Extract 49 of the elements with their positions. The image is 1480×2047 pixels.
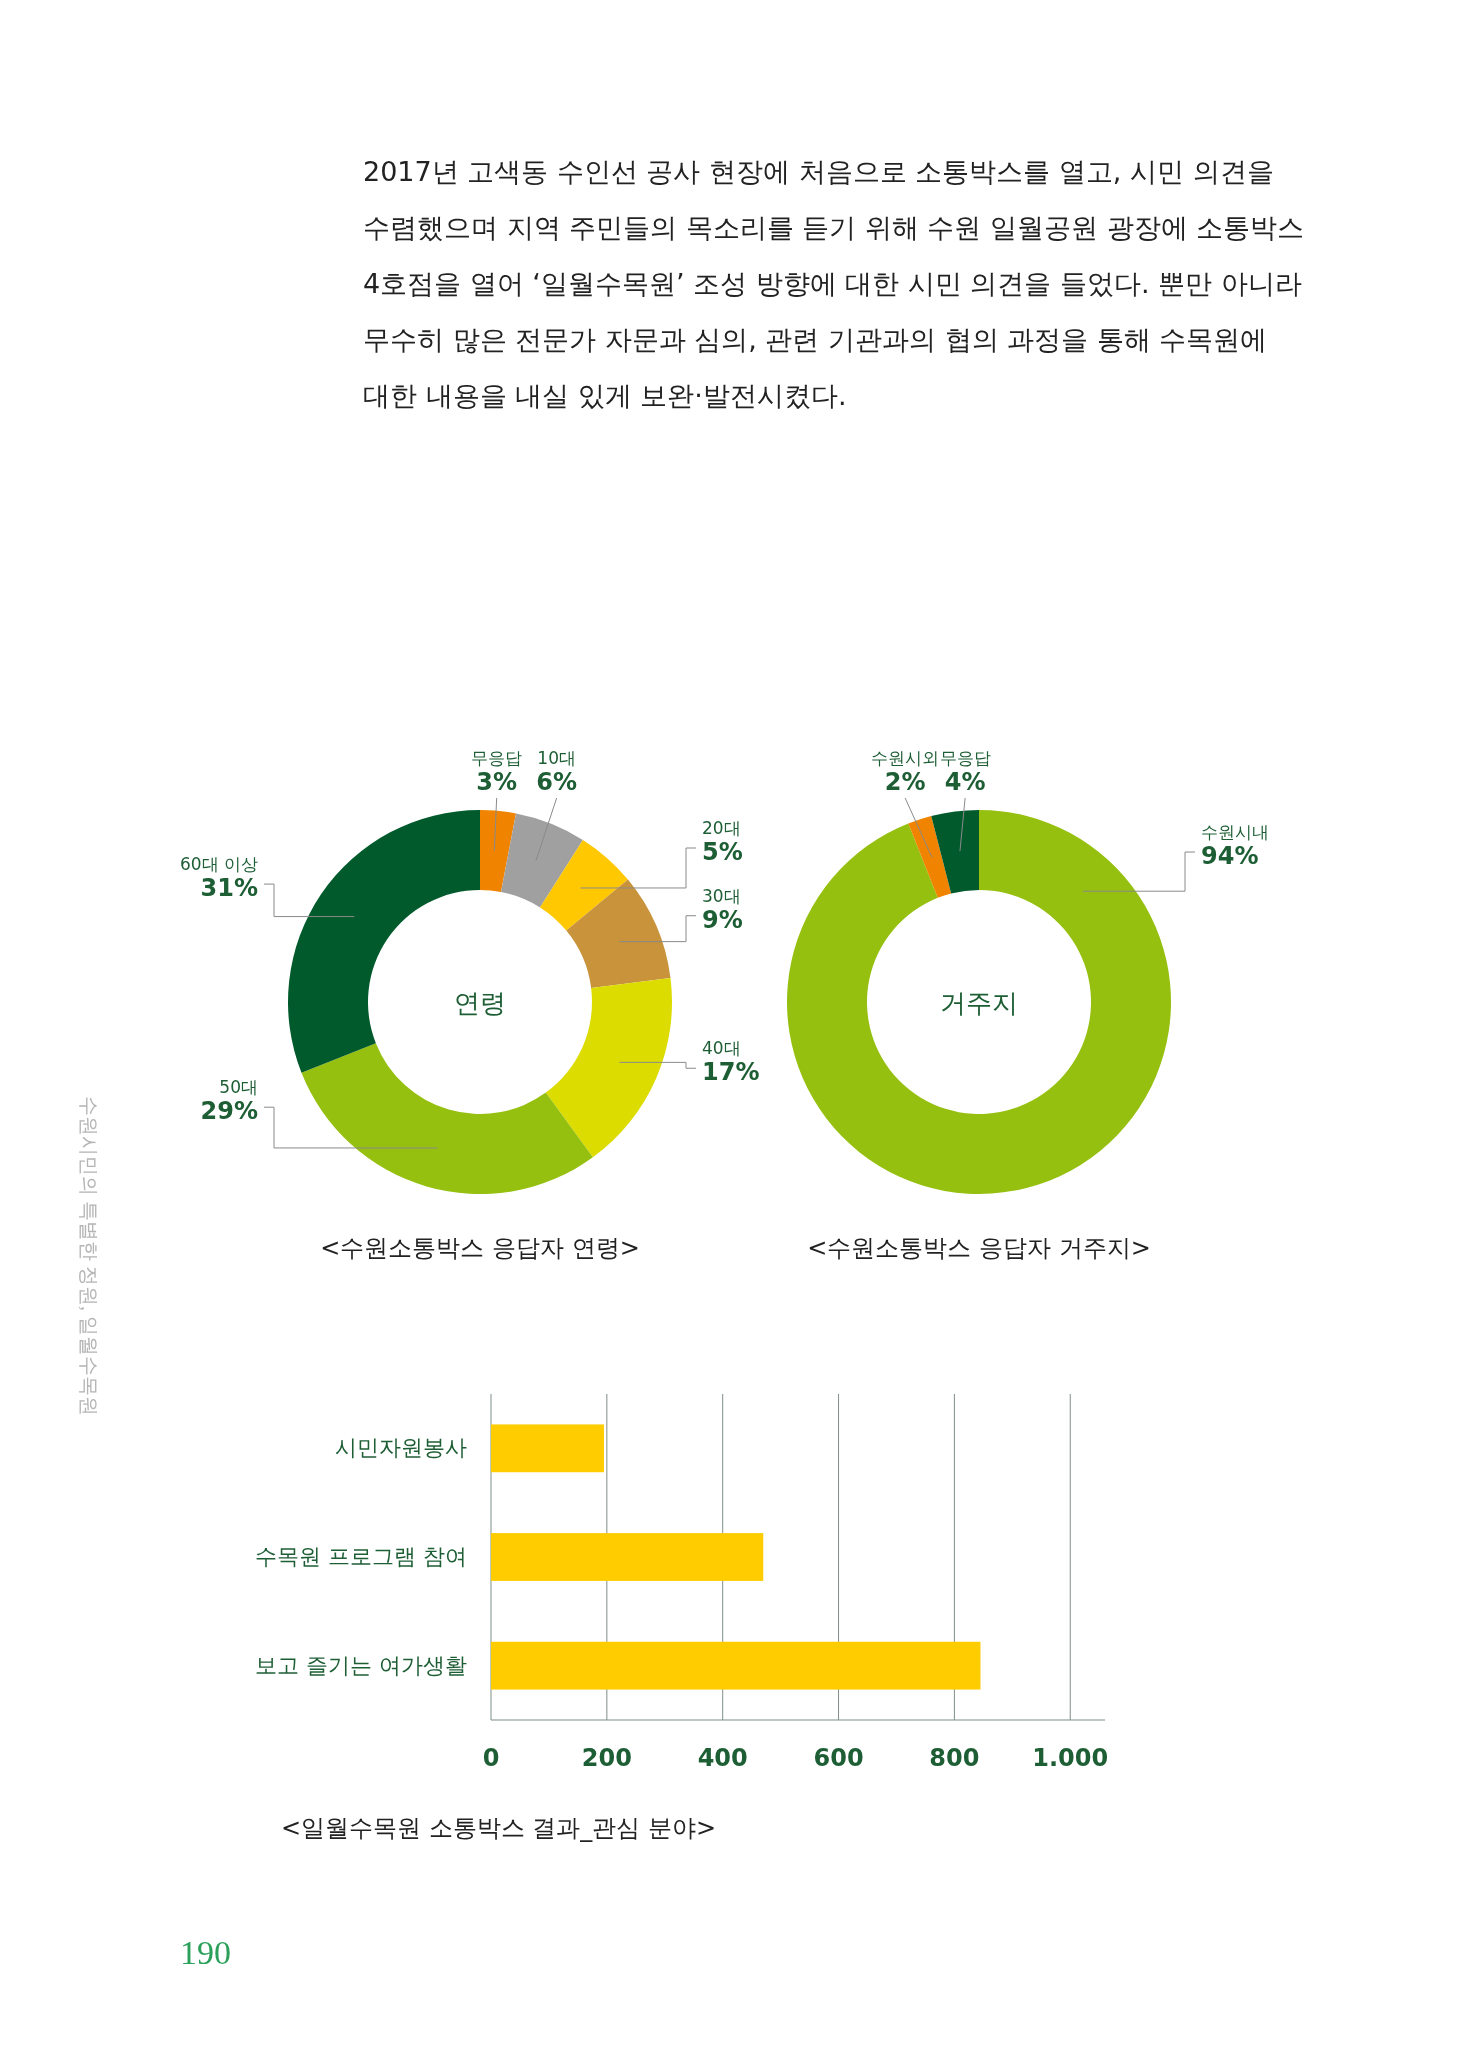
slice-label: 무응답 (471, 748, 523, 768)
slice-label: 수원시내 (1201, 822, 1269, 843)
data-label: 94% (1201, 842, 1259, 871)
data-label: 2% (884, 768, 926, 796)
y-tick-label: 보고 즐기는 여가생활 (255, 1652, 467, 1678)
x-tick-label: 200 (581, 1744, 632, 1772)
text: <수원소통박스 응답자 연령> (320, 1234, 640, 1262)
slice-label: 50대 (219, 1077, 258, 1098)
donut-slice (931, 810, 979, 894)
data-label: 6% (536, 768, 578, 796)
donut-slice (500, 813, 583, 908)
donut-slice (480, 810, 516, 892)
slice-label: 30대 (702, 885, 741, 906)
bar (491, 1641, 981, 1690)
x-tick-label: 600 (813, 1744, 864, 1772)
slice-label: 40대 (702, 1038, 741, 1059)
donut-slice (908, 816, 952, 898)
bar (491, 1533, 764, 1581)
text: 수원시민의 특별한 정원, 일월수목원 (78, 1096, 100, 1416)
data-label: 3% (476, 768, 518, 796)
text: <일월수목원 소통박스 결과_관심 분야> (281, 1814, 717, 1842)
data-label: 9% (702, 905, 743, 934)
x-tick-label: 400 (697, 1744, 748, 1772)
data-label: 4% (944, 768, 986, 796)
donut-slice (301, 1043, 593, 1194)
slice-label: 60대 이상 (179, 854, 258, 875)
data-label: 17% (702, 1058, 760, 1087)
donut-slice (540, 839, 628, 931)
donut-slice (545, 977, 672, 1158)
x-tick-label: 800 (929, 1744, 980, 1772)
slice-label: 수원시외 (871, 748, 940, 768)
text: 거주지 (940, 988, 1018, 1018)
y-tick-label: 수목원 프로그램 참여 (255, 1544, 467, 1569)
x-tick-label: 1.000 (1032, 1744, 1109, 1772)
text: 2017년 고색동 수인선 공사 현장에 처음으로 소통박스를 열고, 시민 의견을 수렴했으며 지역 주민들의 목소리를 듣기 위해 수원 일월공원 광장에 소통박스 4호점을 열어 ‘일월수목원’ 조성 방향에 대한 시민 의견을 들었다. 뿐만 아니라 무수히 많은 전문가 자문과 심의, 관련 기관과의 협의 과정을 통해 수목원에 대한 내용을 내실 있게 보완·발전시켰다. (363, 156, 1305, 411)
data-label: 31% (200, 874, 258, 903)
x-tick-label: 0 (482, 1744, 500, 1772)
data-label: 5% (702, 838, 743, 866)
y-tick-label: 시민자원봉사 (335, 1435, 467, 1461)
donut-slice (787, 810, 1171, 1194)
slice-label: 10대 (537, 748, 577, 768)
slice-label: 무응답 (939, 748, 991, 768)
bar (491, 1424, 604, 1473)
text: 190 (180, 1934, 231, 1971)
text: 연령 (454, 988, 506, 1018)
text: <수원소통박스 응답자 거주지> (807, 1234, 1151, 1262)
data-label: 29% (200, 1097, 258, 1126)
donut-slice (566, 879, 671, 988)
slice-label: 20대 (702, 818, 741, 838)
